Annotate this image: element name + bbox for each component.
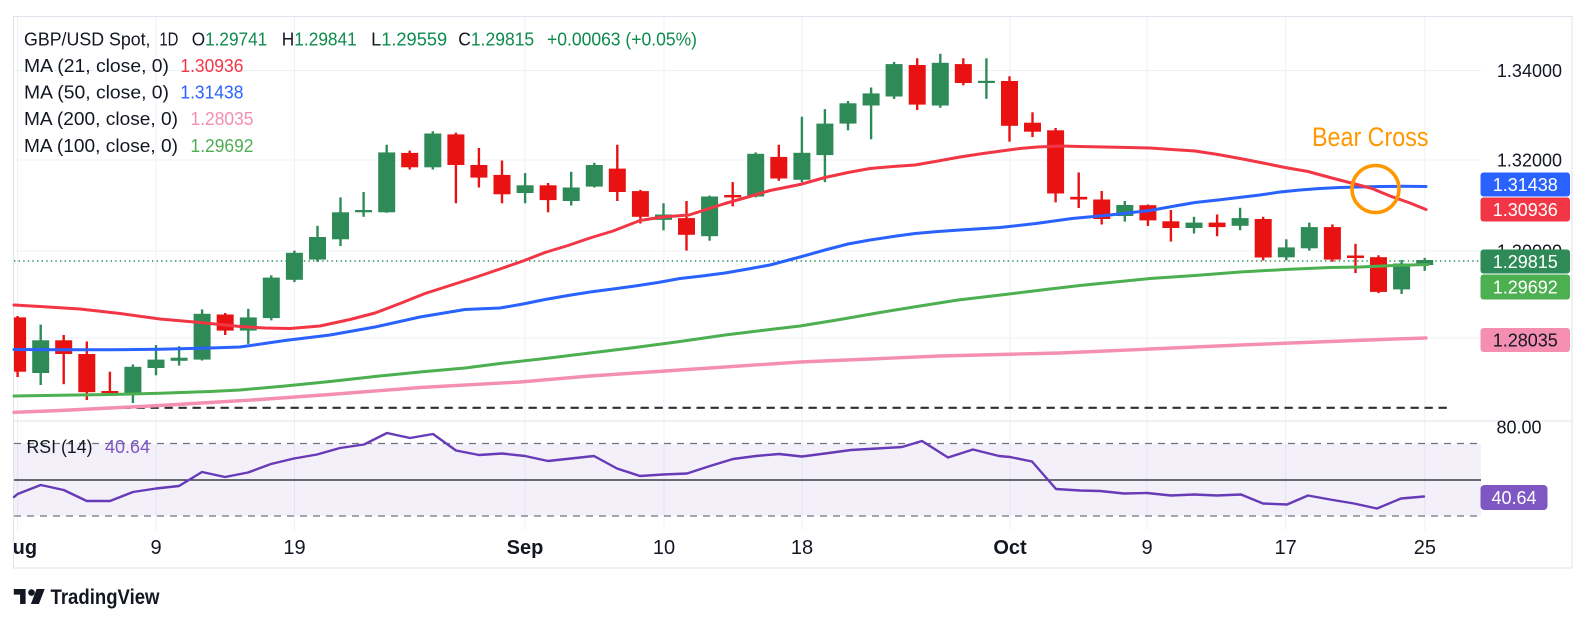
svg-text:+0.00063 (+0.05%): +0.00063 (+0.05%)	[547, 29, 697, 49]
svg-text:1.28035: 1.28035	[1493, 330, 1558, 350]
svg-text:1.31438: 1.31438	[1493, 175, 1558, 195]
svg-text:MA (100, close, 0): MA (100, close, 0)	[24, 136, 178, 156]
svg-text:80.00: 80.00	[1496, 417, 1541, 437]
svg-text:H1.29841: H1.29841	[282, 29, 357, 49]
svg-text:1.29692: 1.29692	[191, 136, 254, 156]
svg-text:40.64: 40.64	[105, 437, 150, 457]
svg-text:18: 18	[791, 537, 813, 559]
svg-text:1.34000: 1.34000	[1497, 61, 1562, 81]
svg-text:1.30936: 1.30936	[180, 56, 243, 76]
svg-text:RSI (14): RSI (14)	[27, 437, 93, 457]
svg-text:1.31438: 1.31438	[180, 83, 243, 103]
svg-text:25: 25	[1414, 537, 1436, 559]
svg-text:Oct: Oct	[993, 537, 1027, 559]
svg-text:17: 17	[1274, 537, 1296, 559]
svg-text:MA (50, close, 0): MA (50, close, 0)	[24, 83, 169, 103]
svg-text:1.28035: 1.28035	[191, 109, 254, 129]
svg-text:C1.29815: C1.29815	[458, 29, 534, 49]
svg-text:Aug: Aug	[0, 537, 37, 559]
svg-text:1D: 1D	[159, 29, 178, 49]
svg-text:9: 9	[1141, 537, 1152, 559]
svg-text:1.30936: 1.30936	[1493, 200, 1558, 220]
svg-text:40.64: 40.64	[1491, 488, 1536, 508]
svg-text:MA (200, close, 0): MA (200, close, 0)	[24, 109, 178, 129]
svg-text:9: 9	[150, 537, 161, 559]
svg-text:1.32000: 1.32000	[1497, 150, 1562, 170]
svg-text:1.29692: 1.29692	[1493, 277, 1558, 297]
svg-text:Bear Cross: Bear Cross	[1312, 122, 1429, 152]
svg-text:MA (21, close, 0): MA (21, close, 0)	[24, 56, 169, 76]
svg-text:TradingView: TradingView	[51, 586, 161, 609]
svg-text:GBP/USD Spot,: GBP/USD Spot,	[24, 29, 151, 49]
svg-text:L1.29559: L1.29559	[371, 29, 447, 49]
svg-text:1.29815: 1.29815	[1493, 252, 1558, 272]
svg-text:Sep: Sep	[507, 537, 544, 559]
svg-text:19: 19	[283, 537, 305, 559]
svg-text:10: 10	[653, 537, 675, 559]
svg-text:O1.29741: O1.29741	[192, 29, 268, 49]
